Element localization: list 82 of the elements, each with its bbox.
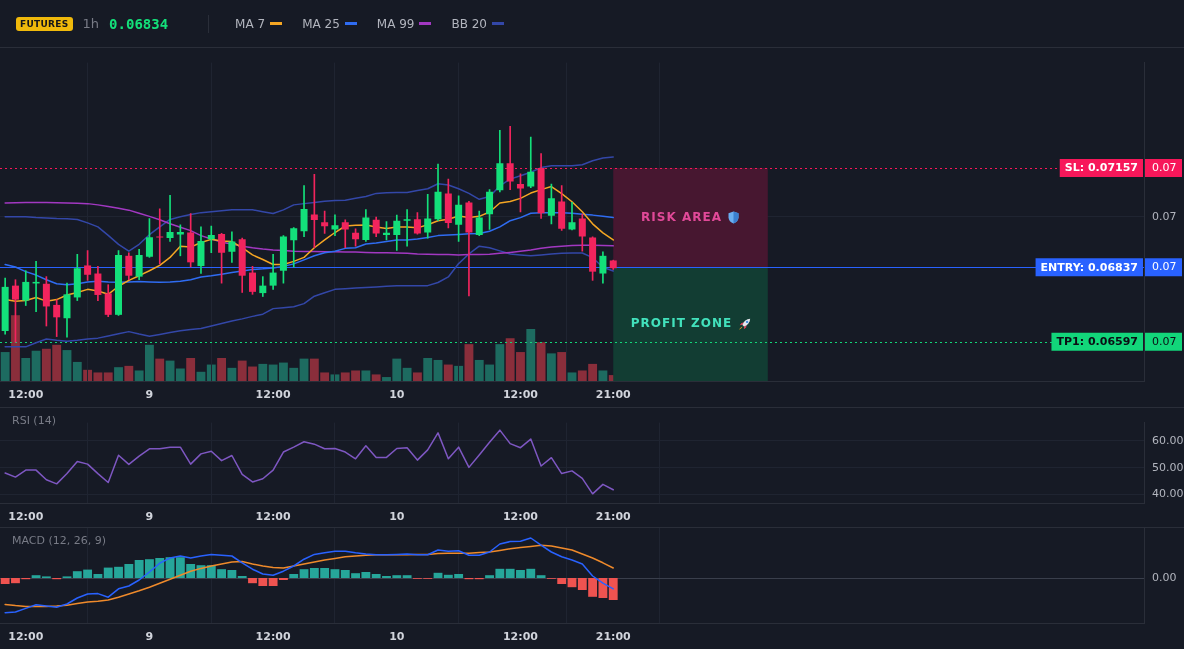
legend-label: BB 20 bbox=[451, 16, 487, 31]
bar bbox=[0, 352, 10, 381]
y-tick-label: 60.00 bbox=[1152, 433, 1184, 447]
bar bbox=[62, 350, 72, 381]
bar bbox=[433, 359, 443, 381]
bar bbox=[361, 370, 371, 381]
bar bbox=[124, 365, 134, 381]
x-tick-label: 9 bbox=[145, 510, 154, 524]
bar bbox=[72, 361, 82, 381]
bar bbox=[443, 364, 453, 381]
text: FUTURES bbox=[16, 16, 73, 31]
bar bbox=[371, 374, 381, 381]
bar bbox=[114, 367, 123, 381]
x-tick-label: 21:00 bbox=[595, 388, 632, 402]
text: 1h bbox=[82, 16, 100, 31]
chart-title: RSI (14) bbox=[12, 414, 56, 427]
bar bbox=[289, 574, 299, 578]
bar bbox=[454, 365, 464, 381]
bar bbox=[217, 357, 227, 381]
x-tick-label: 12:00 bbox=[255, 510, 291, 524]
bar bbox=[21, 357, 31, 381]
candlestick bbox=[341, 219, 349, 249]
bar bbox=[608, 578, 618, 600]
bar bbox=[330, 569, 340, 578]
ref-line-label: SL: 0.07157 bbox=[1064, 161, 1138, 175]
x-tick-label: 21:00 bbox=[595, 510, 632, 524]
x-tick-label: 10 bbox=[389, 630, 405, 644]
bar bbox=[402, 367, 412, 381]
candlestick bbox=[331, 214, 339, 236]
bar bbox=[423, 357, 433, 381]
legend-label: MA 25 bbox=[302, 16, 340, 31]
y-tick-label: 0.07 bbox=[1152, 334, 1177, 348]
x-tick-label: 10 bbox=[389, 510, 405, 524]
x-tick-label: 10 bbox=[389, 388, 405, 402]
text: 0.00 bbox=[1152, 570, 1177, 584]
bar bbox=[227, 367, 237, 381]
x-tick-label: 21:00 bbox=[595, 630, 632, 644]
x-tick-label: 12:00 bbox=[255, 388, 291, 402]
bar bbox=[526, 329, 536, 381]
bar bbox=[155, 358, 165, 381]
y-tick-label: 50.00 bbox=[1152, 460, 1184, 474]
x-tick-label: 12:00 bbox=[502, 388, 539, 402]
candlestick bbox=[156, 208, 164, 265]
bar bbox=[175, 368, 185, 381]
bar bbox=[31, 350, 41, 381]
x-tick-label: 9 bbox=[145, 630, 154, 644]
bar bbox=[186, 357, 196, 381]
bar bbox=[567, 372, 577, 381]
text: 0.06834 bbox=[109, 15, 169, 32]
candlestick bbox=[166, 194, 174, 242]
chart-title: MACD (12, 26, 9) bbox=[12, 534, 107, 547]
bar bbox=[557, 352, 567, 381]
x-tick-label: 12:00 bbox=[255, 630, 291, 644]
band-label: PROFIT ZONE bbox=[630, 316, 733, 331]
x-tick-label: 12:00 bbox=[8, 388, 44, 402]
bar bbox=[464, 344, 474, 381]
candlestick bbox=[207, 225, 215, 254]
bar bbox=[11, 315, 20, 381]
x-tick-label: 12:00 bbox=[502, 510, 539, 524]
x-tick-label: 12:00 bbox=[502, 630, 539, 644]
y-tick-label: 0.07 bbox=[1152, 160, 1177, 174]
ref-line-label: TP1: 0.06597 bbox=[1056, 335, 1139, 349]
candlestick bbox=[403, 209, 411, 247]
ref-line-label: ENTRY: 0.06837 bbox=[1040, 260, 1138, 274]
x-tick-label: 12:00 bbox=[8, 510, 44, 524]
legend-label: MA 99 bbox=[376, 16, 415, 31]
bar bbox=[103, 372, 113, 381]
bar bbox=[299, 569, 309, 578]
y-tick-label: 40.00 bbox=[1152, 487, 1184, 501]
bar bbox=[536, 342, 546, 381]
bar bbox=[402, 575, 412, 578]
bar bbox=[536, 575, 546, 578]
y-tick-label: 0.07 bbox=[1152, 209, 1177, 223]
y-tick-label: 0.07 bbox=[1152, 260, 1177, 274]
bar bbox=[412, 372, 422, 381]
bar bbox=[546, 353, 556, 381]
bar bbox=[598, 370, 608, 381]
band-label: RISK AREA bbox=[641, 209, 722, 224]
bar bbox=[258, 363, 268, 381]
x-tick-label: 9 bbox=[145, 388, 154, 402]
x-tick-label: 12:00 bbox=[8, 630, 44, 644]
legend-label: MA 7 bbox=[235, 16, 266, 31]
